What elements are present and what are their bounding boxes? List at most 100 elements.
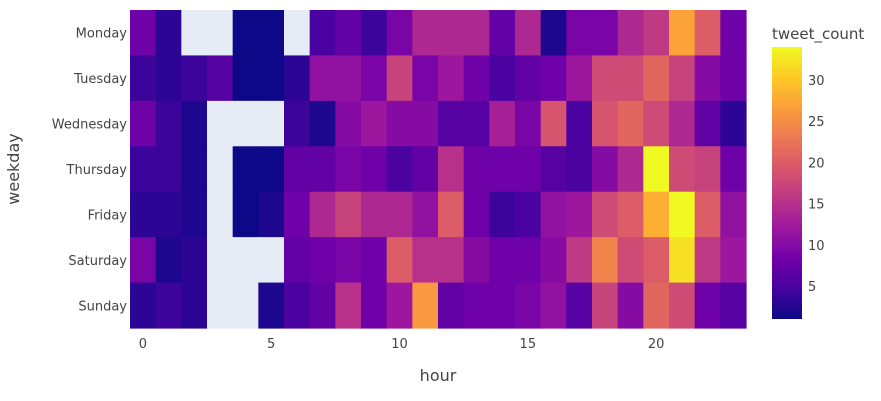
heatmap-cell xyxy=(540,55,567,102)
heatmap-cell xyxy=(489,282,516,329)
heatmap-cell xyxy=(566,191,593,238)
heatmap-cell xyxy=(130,191,157,238)
heatmap-cell xyxy=(592,282,619,329)
heatmap-cell xyxy=(335,146,362,193)
heatmap-cell xyxy=(386,237,413,284)
heatmap-cell xyxy=(515,146,542,193)
heatmap-cell xyxy=(361,10,388,57)
heatmap-cell xyxy=(617,55,644,102)
heatmap-cell xyxy=(566,146,593,193)
colorbar-tick-label: 5 xyxy=(808,280,816,295)
heatmap-cell xyxy=(643,146,670,193)
heatmap-cell xyxy=(566,10,593,57)
heatmap-cell xyxy=(386,146,413,193)
heatmap-cell xyxy=(412,191,439,238)
heatmap-cell xyxy=(284,146,311,193)
heatmap-cell xyxy=(515,55,542,102)
heatmap-cell xyxy=(643,191,670,238)
y-tick-label: Wednesday xyxy=(52,118,128,133)
heatmap-cell xyxy=(309,146,336,193)
heatmap-cell xyxy=(309,282,336,329)
heatmap-cell xyxy=(540,146,567,193)
heatmap-cell xyxy=(258,191,285,238)
heatmap-cell xyxy=(489,191,516,238)
heatmap-cell xyxy=(669,146,696,193)
heatmap-cell xyxy=(232,100,259,147)
heatmap-cell xyxy=(566,100,593,147)
heatmap-cell xyxy=(694,191,721,238)
y-axis-title: weekday xyxy=(4,133,23,204)
heatmap-cell xyxy=(489,55,516,102)
y-tick-label: Friday xyxy=(88,208,128,223)
heatmap-cell xyxy=(540,237,567,284)
heatmap-cell xyxy=(412,55,439,102)
heatmap-cell xyxy=(489,237,516,284)
heatmap-cell xyxy=(130,282,157,329)
y-tick-label: Tuesday xyxy=(73,72,127,87)
heatmap-cell xyxy=(309,100,336,147)
heatmap-cell xyxy=(617,100,644,147)
heatmap-cell xyxy=(489,146,516,193)
heatmap-cell xyxy=(694,282,721,329)
heatmap-cell xyxy=(412,282,439,329)
heatmap-cell xyxy=(566,237,593,284)
heatmap-cell xyxy=(130,237,157,284)
heatmap-cell xyxy=(515,10,542,57)
heatmap-cell xyxy=(669,191,696,238)
heatmap-cell xyxy=(540,191,567,238)
heatmap-cell xyxy=(335,191,362,238)
heatmap-cell xyxy=(155,10,182,57)
heatmap-cell xyxy=(694,237,721,284)
heatmap-cell xyxy=(207,10,234,57)
heatmap-cell xyxy=(258,100,285,147)
heatmap-cell xyxy=(515,237,542,284)
heatmap-cell xyxy=(643,100,670,147)
heatmap-cell xyxy=(720,191,747,238)
heatmap-cell xyxy=(515,282,542,329)
heatmap-cell xyxy=(361,282,388,329)
heatmap-cell xyxy=(694,100,721,147)
colorbar-tick-label: 30 xyxy=(808,74,825,89)
heatmap-cell xyxy=(463,10,490,57)
heatmap-cell xyxy=(515,100,542,147)
heatmap-cell xyxy=(309,191,336,238)
heatmap-cell xyxy=(720,10,747,57)
colorbar-tick-label: 25 xyxy=(808,115,825,130)
heatmap-cell xyxy=(207,100,234,147)
heatmap-cell xyxy=(720,282,747,329)
heatmap-cell xyxy=(412,237,439,284)
heatmap-cell xyxy=(258,55,285,102)
heatmap-cell xyxy=(617,10,644,57)
heatmap-cell xyxy=(155,146,182,193)
heatmap-cell xyxy=(258,237,285,284)
heatmap-cell xyxy=(694,146,721,193)
heatmap-cell xyxy=(284,10,311,57)
heatmap-cell xyxy=(489,10,516,57)
heatmap-cell xyxy=(181,55,208,102)
heatmap-cell xyxy=(284,55,311,102)
heatmap-cell xyxy=(463,237,490,284)
heatmap-cell xyxy=(386,191,413,238)
heatmap-cell xyxy=(335,100,362,147)
heatmap-cell xyxy=(361,100,388,147)
heatmap-cell xyxy=(258,10,285,57)
heatmap-cell xyxy=(232,55,259,102)
heatmap-cell xyxy=(130,146,157,193)
heatmap-cell xyxy=(181,282,208,329)
heatmap-cell xyxy=(309,55,336,102)
heatmap-cell xyxy=(540,10,567,57)
heatmap-cell xyxy=(669,237,696,284)
heatmap-cell xyxy=(181,146,208,193)
heatmap-cell xyxy=(386,10,413,57)
heatmap-cell xyxy=(643,237,670,284)
heatmap-cell xyxy=(438,55,465,102)
heatmap-cell xyxy=(592,10,619,57)
heatmap-cell xyxy=(155,237,182,284)
heatmap-cell xyxy=(361,55,388,102)
heatmap-cell xyxy=(207,282,234,329)
heatmap-cell xyxy=(335,55,362,102)
heatmap-cell xyxy=(232,10,259,57)
heatmap-cell xyxy=(720,237,747,284)
heatmap-cell xyxy=(720,100,747,147)
